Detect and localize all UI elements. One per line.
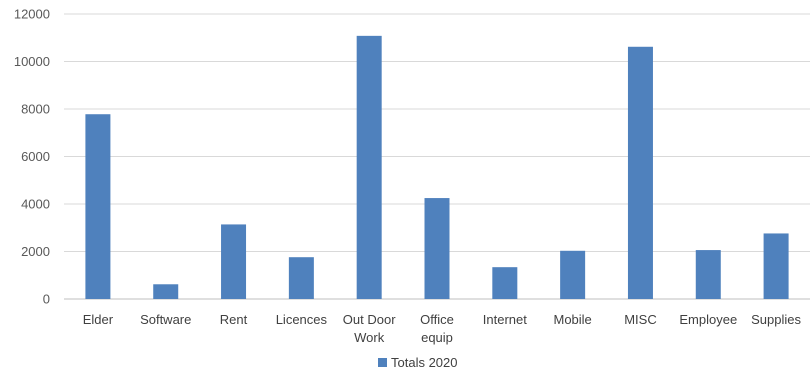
legend-label: Totals 2020 xyxy=(391,355,458,370)
x-axis-labels: Elder Software Rent Licences Out Door Work Off… xyxy=(83,312,802,345)
bar xyxy=(627,46,653,300)
x-tick-label: Rent xyxy=(220,312,248,327)
x-tick-label: Employee xyxy=(679,312,737,327)
bar xyxy=(560,250,586,299)
bar xyxy=(763,233,789,299)
x-tick-label: Internet xyxy=(483,312,527,327)
bar xyxy=(695,250,721,299)
x-tick-label: Software xyxy=(140,312,191,327)
y-tick-label: 0 xyxy=(43,292,50,307)
bar xyxy=(221,224,247,299)
x-tick-label: Elder xyxy=(83,312,114,327)
x-tick-label: Licences xyxy=(276,312,328,327)
y-tick-label: 10000 xyxy=(14,54,50,69)
bar xyxy=(424,198,450,299)
y-tick-label: 2000 xyxy=(21,244,50,259)
x-tick-label: MISC xyxy=(624,312,657,327)
legend: Totals 2020 xyxy=(378,355,458,370)
legend-swatch xyxy=(378,358,387,367)
bar xyxy=(85,114,111,299)
y-tick-label: 12000 xyxy=(14,7,50,22)
y-tick-label: 6000 xyxy=(21,149,50,164)
x-tick-label: Supplies xyxy=(751,312,801,327)
x-tick-label: Out Door Work xyxy=(343,312,396,345)
bar xyxy=(356,35,382,299)
x-tick-label: Mobile xyxy=(553,312,591,327)
y-axis-ticks: 0 2000 4000 6000 8000 10000 12000 xyxy=(14,7,50,307)
y-tick-label: 4000 xyxy=(21,197,50,212)
bar xyxy=(492,267,518,299)
bars xyxy=(85,35,789,300)
x-tick-label: Office equip xyxy=(420,312,454,345)
y-tick-label: 8000 xyxy=(21,102,50,117)
bar xyxy=(288,257,314,299)
bar xyxy=(153,284,179,299)
